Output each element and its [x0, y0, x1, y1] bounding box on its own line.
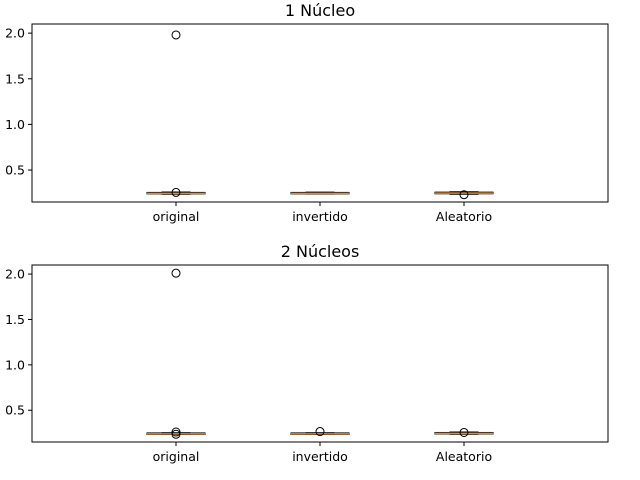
box-invertido: [290, 427, 350, 437]
y-tick-label: 0.5: [5, 403, 25, 418]
chart-title: 1 Núcleo: [285, 1, 355, 20]
x-tick-label: original: [153, 209, 200, 224]
x-tick-label: Aleatorio: [436, 209, 492, 224]
outlier-point: [171, 427, 181, 437]
y-tick-label: 0.5: [5, 163, 25, 178]
outlier-point: [315, 427, 325, 437]
y-tick-label: 1.5: [5, 312, 25, 327]
outlier-point: [459, 427, 469, 437]
box-original: [146, 268, 206, 439]
subplot-1: 1 Núcleo 0.5 1.0 1.5 2.0 original invertido Ale…: [5, 1, 609, 224]
y-tick-label: 1.0: [5, 117, 25, 132]
x-tick-label: Aleatorio: [436, 449, 492, 464]
chart-title: 2 Núcleos: [281, 242, 360, 261]
outlier-point: [171, 30, 181, 40]
box-invertido: [290, 191, 350, 195]
x-tick-label: original: [153, 449, 200, 464]
y-tick-label: 1.5: [5, 71, 25, 86]
outlier-point: [459, 190, 469, 200]
axes-frame: [31, 23, 609, 203]
y-tick-label: 1.0: [5, 357, 25, 372]
y-tick-label: 2.0: [5, 267, 25, 282]
subplot-2: 2 Núcleos 0.5 1.0 1.5 2.0 original invertido Al…: [5, 242, 609, 464]
y-tick-label: 2.0: [5, 26, 25, 41]
outlier-point: [171, 187, 181, 197]
axes-frame: [31, 264, 609, 443]
x-tick-label: invertido: [292, 449, 348, 464]
x-tick-label: invertido: [292, 209, 348, 224]
outlier-point: [171, 429, 181, 439]
box-Aleatorio: [434, 427, 494, 437]
box-original: [146, 30, 206, 197]
box-Aleatorio: [434, 190, 494, 200]
outlier-point: [171, 268, 181, 278]
